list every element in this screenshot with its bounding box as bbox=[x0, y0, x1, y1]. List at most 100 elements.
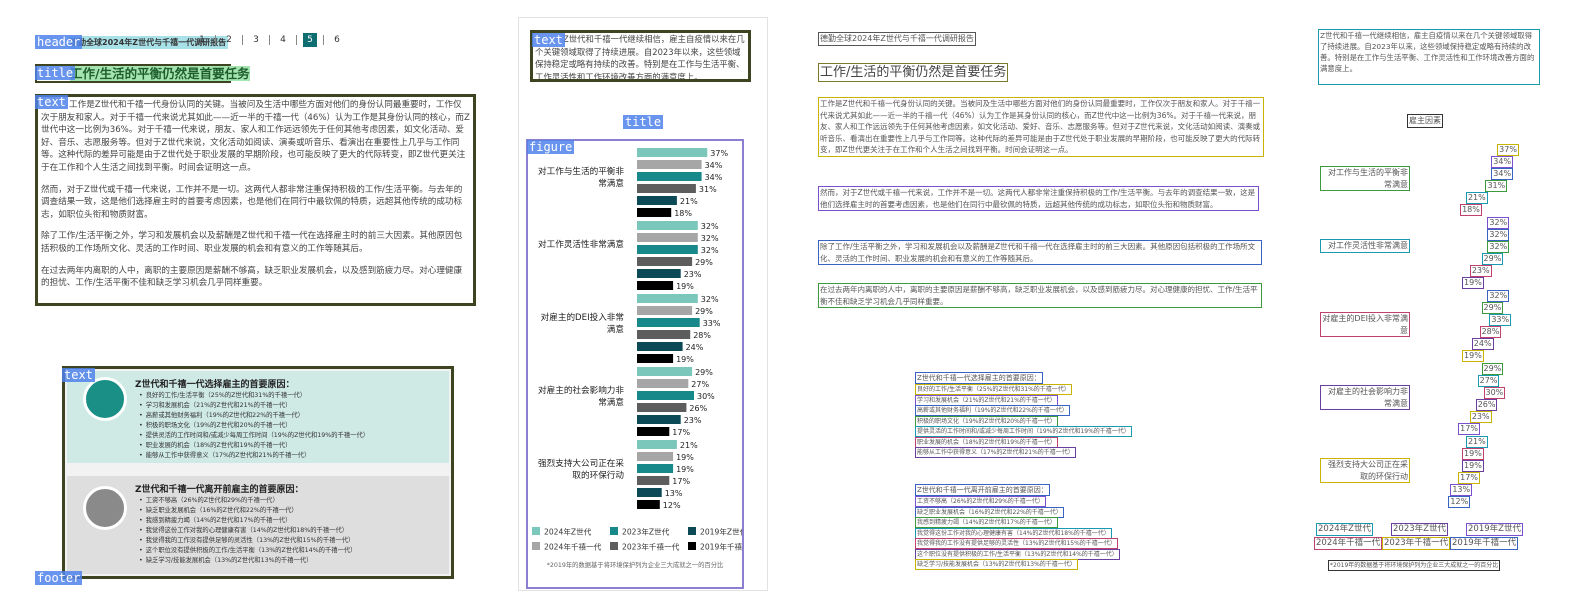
value-label: 18% bbox=[674, 209, 692, 218]
bar bbox=[637, 403, 687, 412]
page-separator bbox=[323, 35, 324, 45]
bullet: • bbox=[139, 402, 143, 409]
item-text: 高薪或其他财务福利（19%的Z世代和22%的千禧一代） bbox=[145, 412, 304, 419]
ocr-line: 37% bbox=[1497, 144, 1519, 156]
bar bbox=[637, 208, 672, 217]
ocr-line: 32% bbox=[1487, 229, 1510, 241]
item-text: 缺乏学习/技能发展机会（13%的Z世代和13%的千禧一代） bbox=[145, 557, 313, 564]
text-block: 工作是Z世代和千禧一代身份认同的关键。当被问及生活中哪些方面对他们的身份认同最重… bbox=[35, 94, 476, 306]
value-label: 32% bbox=[701, 295, 719, 304]
bar bbox=[637, 427, 670, 436]
paragraph: 然而，对于Z世代或千禧一代来说，工作并不是一切。这两代人都非常注重保持积极的工作… bbox=[41, 184, 463, 220]
bar bbox=[637, 330, 691, 339]
bar bbox=[637, 367, 693, 376]
category-label: 强烈支持大公司正在采取的环保行动 bbox=[538, 459, 624, 481]
sidebar-panel bbox=[518, 17, 768, 591]
category-label: 对雇主的社会影响力非常满意 bbox=[538, 386, 624, 408]
bar bbox=[637, 269, 681, 278]
paragraph: 在过去两年内离职的人中，离职的主要原因是薪酬不够高，缺乏职业发展机会，以及感到筋… bbox=[41, 265, 463, 289]
callout-title: Z世代和千禧一代选择雇主的首要原因： bbox=[135, 380, 295, 390]
value-label: 34% bbox=[705, 173, 723, 182]
ocr-line: 12% bbox=[1448, 496, 1471, 508]
legend-label: 2019年Z世代 bbox=[700, 527, 742, 537]
ocr-line: 缺乏职业发展机会（16%的Z世代和22%的千禧一代） bbox=[915, 506, 1064, 518]
ocr-line: 23% bbox=[1469, 411, 1492, 423]
bar bbox=[637, 294, 698, 303]
value-label: 32% bbox=[701, 222, 719, 231]
bar bbox=[637, 184, 696, 193]
legend-swatch bbox=[610, 542, 618, 550]
ocr-line: 能够从工作中获得意义（17%的Z世代和21%的千禧一代） bbox=[915, 447, 1076, 458]
bar bbox=[637, 415, 681, 424]
bar bbox=[637, 160, 702, 169]
region-label: title bbox=[623, 115, 664, 129]
value-label: 23% bbox=[684, 270, 702, 279]
item-text: 工资不够高（26%的Z世代和29%的千禧一代） bbox=[145, 497, 279, 504]
item-text: 能够从工作中获得意义（17%的Z世代和21%的千禧一代） bbox=[145, 452, 311, 459]
ocr-line: 23% bbox=[1469, 265, 1492, 277]
ocr-line: 2023年Z世代 bbox=[1391, 523, 1448, 536]
ocr-line: 2019年Z世代 bbox=[1466, 523, 1523, 536]
value-label: 24% bbox=[686, 343, 704, 352]
legend-label: 2019年千禧一代 bbox=[700, 542, 742, 552]
ocr-line: 13% bbox=[1450, 484, 1473, 496]
item-text: 学习和发展机会（21%的Z世代和21%的千禧一代） bbox=[145, 402, 292, 409]
page-separator bbox=[296, 35, 297, 45]
ocr-line: 雇主因素 bbox=[1407, 114, 1443, 128]
ocr-line: 2024年千禧一代 bbox=[1314, 537, 1383, 550]
bullet: • bbox=[139, 547, 143, 554]
callout-item: • 缺乏学习/技能发展机会（13%的Z世代和13%的千禧一代） bbox=[139, 556, 312, 566]
bullet: • bbox=[139, 452, 143, 459]
callout-frame: Z世代和千禧一代选择雇主的首要原因： • 良好的工作/生活平衡（25%的Z世代和31… bbox=[62, 366, 454, 579]
bar bbox=[637, 257, 693, 266]
paragraph: 工作是Z世代和千禧一代身份认同的关键。当被问及生活中哪些方面对他们的身份认同最重… bbox=[41, 100, 470, 173]
bar bbox=[637, 342, 683, 351]
ocr-line: 34% bbox=[1491, 168, 1514, 180]
page-number: 5 bbox=[303, 33, 317, 47]
ocr-line: 提供灵活的工作时间和/或减少每周工作时间（19%的Z世代和19%的千禧一代） bbox=[915, 426, 1132, 437]
ocr-line: 强烈支持大公司正在采取的环保行动 bbox=[1320, 458, 1410, 483]
bullet: • bbox=[139, 412, 143, 419]
ocr-line: 21% bbox=[1465, 192, 1488, 204]
value-label: 29% bbox=[695, 307, 713, 316]
ocr-line: 17% bbox=[1458, 423, 1480, 435]
legend-swatch bbox=[688, 527, 696, 535]
bullet: • bbox=[139, 497, 143, 504]
callout-item: • 积极的职场文化（19%的Z世代和20%的千禧一代） bbox=[139, 421, 291, 431]
callout-item: • 我觉得这份工作对我的心理健康有害（14%的Z世代和18%的千禧一代） bbox=[139, 526, 348, 536]
item-text: 我觉得这份工作对我的心理健康有害（14%的Z世代和18%的千禧一代） bbox=[145, 527, 349, 534]
legend-swatch bbox=[688, 542, 696, 550]
sidebar-text: Z世代和千禧一代继续相信，雇主自疫情以来在几个关键领域取得了持续进展。自2023… bbox=[530, 30, 751, 82]
ocr-line: 我感到精疲力竭（14%的Z世代和17%的千禧一代） bbox=[915, 517, 1058, 528]
footnote: *2019年的数据基于将环境保护列为企业三大成就之一的百分比 bbox=[547, 560, 724, 569]
bar bbox=[637, 391, 694, 400]
value-label: 30% bbox=[697, 392, 715, 401]
ocr-paragraph: 然而，对于Z世代或千禧一代来说，工作并不是一切。这两代人都非常注重保持积极的工作… bbox=[818, 186, 1259, 211]
callout-item: • 我感到精疲力竭（14%的Z世代和17%的千禧一代） bbox=[139, 516, 291, 526]
value-label: 32% bbox=[701, 234, 719, 243]
region-label: text bbox=[532, 33, 565, 47]
bullet: • bbox=[139, 432, 143, 439]
bar bbox=[637, 500, 660, 509]
category-label: 对雇主的DEI投入非常满意 bbox=[540, 313, 624, 335]
bar bbox=[637, 379, 689, 388]
bullet: • bbox=[139, 422, 143, 429]
value-label: 13% bbox=[665, 489, 683, 498]
bar bbox=[637, 172, 702, 181]
bullet: • bbox=[139, 557, 143, 564]
item-text: 良好的工作/生活平衡（25%的Z世代和31%的千禧一代） bbox=[145, 392, 307, 399]
ocr-line: 缺乏学习/技能发展机会（13%的Z世代和13%的千禧一代） bbox=[915, 559, 1078, 570]
callout-item: • 缺乏职业发展机会（16%的Z世代和22%的千禧一代） bbox=[139, 506, 298, 516]
ocr-line: 21% bbox=[1465, 436, 1488, 448]
value-label: 31% bbox=[699, 185, 717, 194]
bar bbox=[637, 476, 670, 485]
ocr-line: 对工作与生活的平衡非常满意 bbox=[1320, 166, 1410, 191]
bar bbox=[637, 354, 674, 363]
ocr-paragraph: Z世代和千禧一代继续相信，雇主自疫情以来在几个关键领域取得了持续进展。自2023… bbox=[1318, 29, 1540, 85]
callout-item: • 我觉得我的工作没有提供足够的灵活性（13%的Z世代和15%的千禧一代） bbox=[139, 536, 354, 546]
callout-box: Z世代和千禧一代离开前雇主的首要原因： • 工资不够高（26%的Z世代和29%的千禧… bbox=[67, 476, 449, 574]
item-text: 积极的职场文化（19%的Z世代和20%的千禧一代） bbox=[145, 422, 292, 429]
ocr-line: 31% bbox=[1485, 180, 1508, 192]
ocr-line: 职业发展的机会（18%的Z世代和19%的千禧一代） bbox=[915, 436, 1058, 448]
ocr-line: 积极的职场文化（19%的Z世代和20%的千禧一代） bbox=[915, 415, 1058, 427]
